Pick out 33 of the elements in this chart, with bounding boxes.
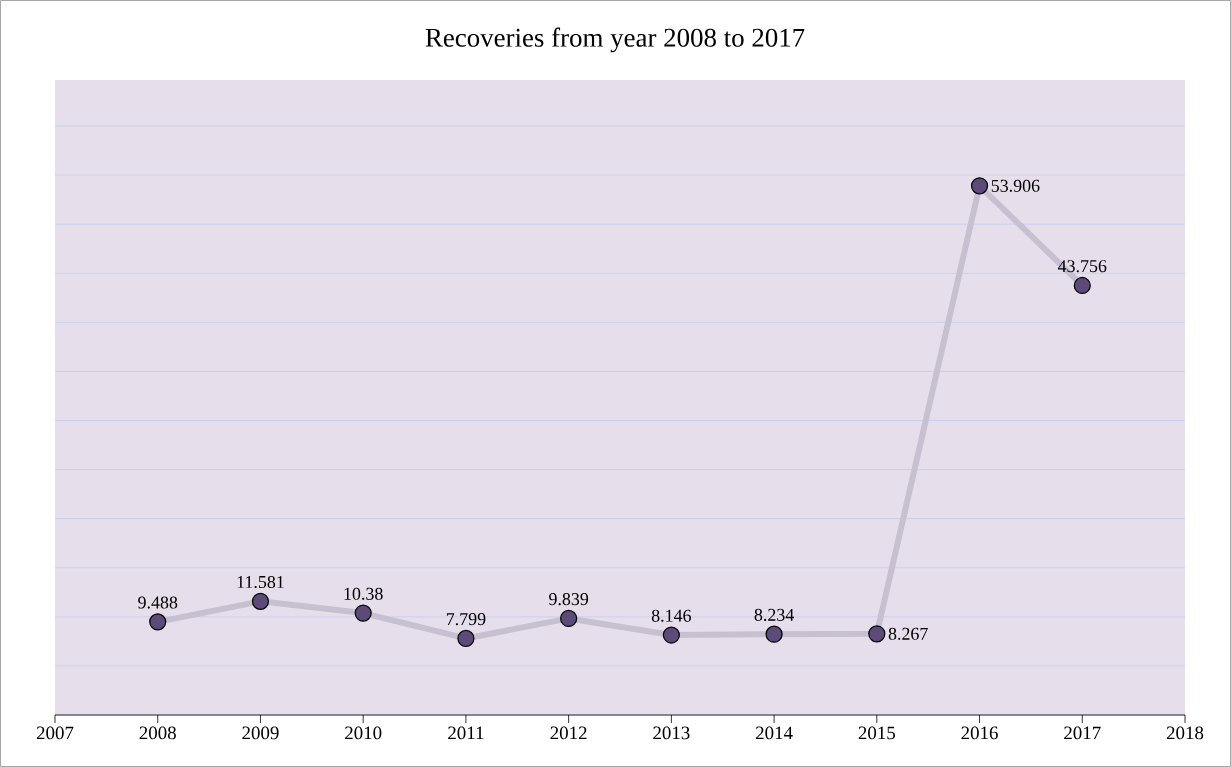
data-label: 8.146 [651,609,692,622]
point [970,177,989,195]
point [149,613,167,631]
point [1073,276,1091,295]
data-label: 43.756 [1057,260,1107,273]
x-tick-label: 2008 [139,726,176,740]
data-label: 8.267 [888,627,928,640]
x-tick-label: 2015 [858,726,895,740]
data-label: 53.906 [991,179,1040,192]
x-tick-label: 2012 [550,726,587,740]
point [251,592,270,610]
data-label: 8.234 [754,608,794,621]
x-tick-label: 2017 [1064,726,1101,740]
point [662,626,680,644]
x-tick-label: 2010 [345,726,382,740]
data-label: 10.38 [344,587,383,600]
point [560,609,578,628]
x-tick-label: 2018 [1166,726,1204,740]
x-tick-label: 2016 [961,726,998,740]
data-label: 11.581 [237,575,284,589]
x-tick-label: 2013 [653,726,690,740]
x-tick-label: 2011 [448,726,484,740]
x-tick-label: 2009 [242,726,279,740]
x-tick-label: 2007 [36,726,74,740]
point [765,625,783,643]
x-tick-label: 2014 [755,726,793,740]
point [354,604,372,622]
data-label: 7.799 [446,613,486,626]
data-label: 9.488 [138,596,178,609]
point [457,629,475,648]
point [868,625,886,643]
data-label: 9.839 [549,593,589,606]
chart-title: Recoveries from year 2008 to 2017 [425,27,805,53]
